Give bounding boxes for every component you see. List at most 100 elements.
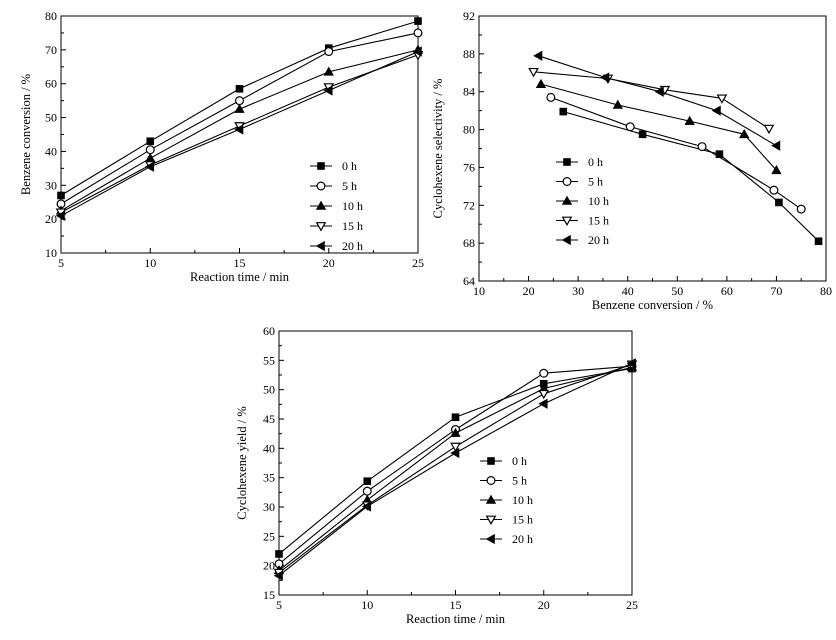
series-line: [538, 55, 777, 147]
legend-marker: [561, 216, 573, 227]
data-point: [771, 140, 781, 151]
y-tick-label: 80: [463, 123, 475, 137]
data-point: [450, 447, 460, 459]
data-point: [414, 17, 422, 25]
x-tick-label: 10: [144, 256, 156, 270]
data-point: [539, 368, 549, 378]
series-20h: [533, 50, 781, 151]
data-point: [413, 28, 423, 38]
x-tick-label: 10: [361, 598, 373, 612]
data-point: [763, 124, 775, 135]
y-tick-label: 30: [45, 178, 57, 192]
data-point: [146, 137, 155, 146]
series-15h: [528, 67, 775, 135]
legend-label: 0 h: [512, 454, 527, 468]
series-line: [278, 366, 633, 571]
y-tick-label: 76: [463, 160, 475, 174]
data-point: [654, 86, 664, 97]
legend-marker: [562, 177, 572, 187]
y-axis-label: Cyclohexene selectivity / %: [431, 79, 445, 219]
legend-marker: [487, 457, 495, 465]
data-point: [275, 550, 283, 558]
series-20h: [273, 358, 636, 581]
x-tick-label: 5: [276, 598, 282, 612]
data-point: [363, 477, 372, 485]
legend-label: 0 h: [342, 159, 357, 173]
data-point: [711, 105, 721, 116]
x-tick-label: 15: [234, 256, 246, 270]
legend-label: 20 h: [342, 239, 363, 253]
x-tick-label: 20: [523, 284, 535, 298]
series-line: [540, 83, 777, 171]
legend-label: 15 h: [512, 513, 533, 527]
y-tick-label: 35: [263, 471, 275, 485]
series-15h: [273, 360, 638, 579]
data-point: [538, 398, 548, 409]
chart-2: 10 20 30 40 50 60 70 80 64 68 72 76 80 84 88 92 Benzene …: [431, 9, 832, 312]
y-axis-label: Benzene conversion / %: [19, 74, 33, 195]
data-point: [145, 152, 156, 162]
data-point: [684, 115, 695, 125]
data-point: [361, 501, 372, 512]
x-tick-label: 20: [323, 256, 335, 270]
data-point: [324, 47, 334, 57]
series-line: [550, 96, 802, 210]
legend-label: 0 h: [588, 155, 603, 169]
y-tick-label: 64: [463, 274, 475, 288]
legend-marker: [485, 533, 495, 545]
x-tick-label: 25: [412, 256, 424, 270]
legend-label: 15 h: [342, 219, 363, 233]
legend-marker: [315, 222, 327, 232]
data-point: [546, 92, 556, 102]
data-point: [273, 570, 283, 581]
legend-marker: [317, 162, 325, 170]
series-5h: [274, 361, 637, 569]
data-point: [144, 161, 155, 172]
legend-label: 5 h: [512, 474, 527, 488]
y-tick-label: 20: [263, 559, 275, 573]
y-tick-label: 60: [45, 77, 57, 91]
data-point: [450, 442, 461, 453]
data-point: [626, 358, 636, 369]
plot-frame: [478, 15, 827, 282]
series-line: [278, 362, 633, 577]
series-20h: [55, 46, 422, 221]
data-point: [538, 389, 550, 400]
series-line: [60, 54, 419, 213]
y-tick-label: 84: [463, 85, 475, 99]
legend-marker: [316, 181, 326, 191]
y-tick-label: 50: [263, 383, 275, 397]
x-tick-label: 25: [626, 598, 638, 612]
y-tick-label: 68: [463, 236, 475, 250]
series-0h: [559, 107, 823, 246]
legend-marker: [315, 200, 327, 210]
legend-marker: [561, 234, 571, 246]
y-tick-label: 55: [263, 353, 275, 367]
data-point: [533, 50, 543, 61]
data-point: [739, 128, 750, 139]
x-tick-label: 70: [770, 284, 782, 298]
legend-marker: [561, 195, 573, 205]
y-tick-label: 10: [45, 246, 57, 260]
y-tick-label: 50: [45, 111, 57, 125]
x-tick-label: 10: [473, 284, 485, 298]
x-tick-label: 60: [721, 284, 733, 298]
legend-marker: [485, 494, 497, 504]
data-point: [362, 486, 372, 496]
data-point: [323, 66, 334, 76]
series-line: [278, 367, 633, 555]
series-line: [278, 363, 633, 574]
x-tick-label: 30: [572, 284, 584, 298]
y-tick-label: 88: [463, 47, 475, 61]
data-point: [771, 164, 782, 175]
legend-label: 20 h: [588, 233, 609, 247]
data-point: [625, 122, 635, 132]
data-point: [234, 103, 245, 113]
data-point: [796, 204, 806, 214]
series-line: [60, 32, 419, 205]
y-tick-label: 92: [463, 9, 475, 23]
data-point: [528, 67, 539, 78]
data-point: [234, 124, 244, 135]
y-axis-label: Cyclohexene yield / %: [235, 406, 249, 520]
